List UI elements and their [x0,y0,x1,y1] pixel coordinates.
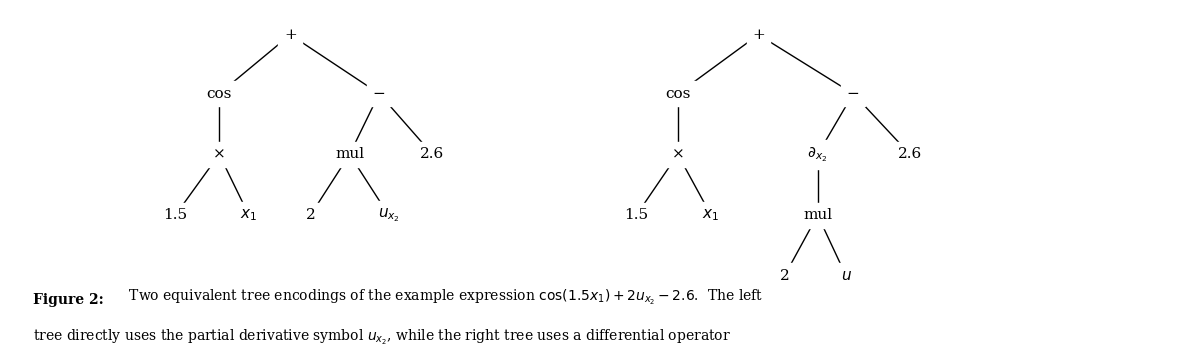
Text: $u_{x_2}$: $u_{x_2}$ [378,206,399,224]
Text: tree directly uses the partial derivative symbol $u_{x_2}$, while the right tree: tree directly uses the partial derivativ… [33,328,731,347]
Text: 2: 2 [780,269,789,283]
Text: Figure 2:: Figure 2: [33,293,104,307]
Text: cos: cos [665,87,691,101]
Text: 1.5: 1.5 [624,208,648,222]
Text: 2.6: 2.6 [898,147,922,161]
Text: −: − [373,87,385,101]
Text: cos: cos [206,87,232,101]
Text: $\partial_{x_2}$: $\partial_{x_2}$ [807,145,828,164]
Text: Two equivalent tree encodings of the example expression $\cos(1.5x_1) + 2u_{x_2}: Two equivalent tree encodings of the exa… [120,288,763,307]
Text: +: + [284,28,296,42]
Text: 2.6: 2.6 [421,147,444,161]
Text: 1.5: 1.5 [164,208,187,222]
Text: 2: 2 [306,208,315,222]
Text: +: + [752,28,764,42]
Text: ×: × [672,147,684,161]
Text: mul: mul [335,147,364,161]
Text: mul: mul [803,208,832,222]
Text: $x_1$: $x_1$ [703,207,719,223]
Text: −: − [847,87,859,101]
Text: $x_1$: $x_1$ [241,207,257,223]
Text: $u$: $u$ [840,269,852,283]
Text: ×: × [213,147,225,161]
